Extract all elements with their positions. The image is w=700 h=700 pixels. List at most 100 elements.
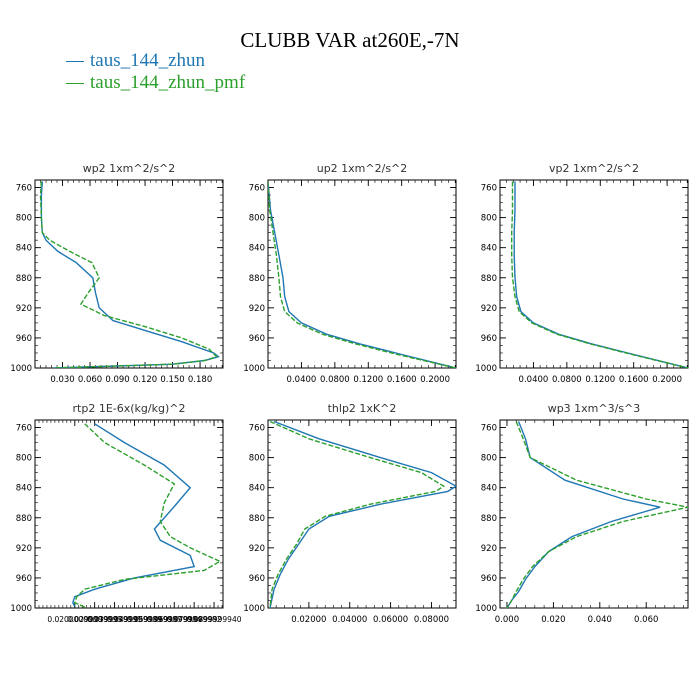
series-line-zhun: [40, 181, 220, 368]
y-tick-label: 1000: [243, 364, 265, 374]
x-tick-label: 0.030: [50, 375, 74, 385]
x-tick-label: 0.0800: [552, 375, 582, 385]
y-tick-label: 800: [16, 454, 32, 464]
y-tick-label: 1000: [475, 364, 497, 374]
y-tick-label: 1000: [10, 364, 32, 374]
plot-frame: [499, 179, 689, 369]
series-line-zhun-pmf: [506, 421, 688, 608]
y-tick-label: 880: [249, 274, 265, 284]
y-tick-label: 880: [16, 514, 32, 524]
x-tick-label: 0.06000: [373, 615, 408, 625]
x-tick-label: 0.0499999989: [107, 615, 162, 624]
y-tick-label: 960: [16, 334, 32, 344]
panel-title: thlp2 1xK^2: [328, 402, 397, 415]
plot-frame: [34, 179, 224, 369]
legend-swatch-zhun-pmf: [66, 82, 84, 84]
series-line-zhun-pmf: [269, 420, 446, 608]
series-line-zhun: [513, 181, 688, 368]
y-tick-label: 960: [481, 334, 497, 344]
y-tick-label: 880: [16, 274, 32, 284]
x-tick-label: 0.0799999982: [167, 615, 222, 624]
y-tick-label: 760: [481, 424, 497, 434]
plot-frame: [267, 179, 457, 369]
legend-label-zhun: taus_144_zhun: [90, 50, 206, 71]
x-tick-label: 0.04000: [332, 615, 367, 625]
y-tick-label: 840: [481, 484, 497, 494]
plot-frame: [267, 419, 457, 609]
y-tick-label: 760: [249, 424, 265, 434]
y-tick-label: 920: [481, 304, 497, 314]
y-tick-label: 1000: [10, 604, 32, 614]
x-tick-label: 0.020: [541, 615, 565, 625]
series-line-zhun-pmf: [73, 423, 222, 608]
y-tick-label: 920: [16, 544, 32, 554]
legend-label-zhun-pmf: taus_144_zhun_pmf: [90, 72, 246, 93]
y-tick-label: 760: [16, 184, 32, 194]
chart-panel-1: wp2 1xm^2/s^2 0.030 0.060 0.090 0.120 0.150 0.…: [10, 162, 224, 385]
y-tick-label: 800: [16, 214, 32, 224]
x-tick-label: 0.2000: [652, 375, 682, 385]
y-tick-label: 760: [16, 424, 32, 434]
legend-item-zhun-pmf: taus_144_zhun_pmf: [66, 72, 245, 94]
y-tick-label: 920: [16, 304, 32, 314]
series-line-zhun: [72, 423, 196, 607]
x-tick-label: 0.02000: [291, 615, 326, 625]
x-tick-label: 0.0399999991: [87, 615, 142, 624]
x-tick-label: 0.0299999993: [67, 615, 122, 624]
y-tick-label: 840: [16, 484, 32, 494]
x-tick-label: 0.060: [634, 615, 658, 625]
y-tick-label: 760: [249, 184, 265, 194]
chart-panel-6: wp3 1xm^3/s^3 0.000 0.020 0.040 0.060 760 800 8…: [475, 402, 689, 625]
x-tick-label: 0.0699999984: [147, 615, 202, 624]
x-tick-label: 0.060: [78, 375, 102, 385]
y-tick-label: 920: [249, 304, 265, 314]
x-tick-label: 0.1200: [585, 375, 615, 385]
x-tick-label: 0.040: [588, 615, 612, 625]
panel-title: up2 1xm^2/s^2: [317, 162, 408, 175]
x-tick-label: 0.180: [188, 375, 212, 385]
series-line-zhun: [269, 420, 456, 608]
y-tick-label: 1000: [243, 604, 265, 614]
y-tick-label: 960: [16, 574, 32, 584]
y-tick-label: 800: [481, 214, 497, 224]
y-tick-label: 840: [16, 244, 32, 254]
panel-title: rtp2 1E-6x(kg/kg)^2: [73, 402, 186, 415]
chart-panel-5: thlp2 1xK^2 0.02000 0.04000 0.06000 0.08000 7…: [243, 402, 457, 625]
y-tick-label: 1000: [475, 604, 497, 614]
legend-swatch-zhun: [66, 60, 84, 62]
x-tick-label: 0.120: [133, 375, 157, 385]
series-line-zhun-pmf: [39, 181, 218, 368]
x-tick-label: 0.1600: [387, 375, 417, 385]
y-tick-label: 960: [481, 574, 497, 584]
y-tick-label: 800: [481, 454, 497, 464]
series-line-zhun: [268, 181, 456, 368]
y-tick-label: 760: [481, 184, 497, 194]
x-tick-label: 0.150: [160, 375, 184, 385]
legend-item-zhun: taus_144_zhun: [66, 50, 205, 72]
x-tick-label: 0.0200000000: [47, 615, 102, 624]
y-tick-label: 880: [481, 274, 497, 284]
x-tick-label: 0.0400: [287, 375, 317, 385]
y-tick-label: 800: [249, 454, 265, 464]
chart-panel-4: rtp2 1E-6x(kg/kg)^2 0.02000000000.0299999…: [10, 402, 241, 624]
series-line-zhun: [506, 421, 661, 608]
y-tick-label: 840: [481, 244, 497, 254]
figure-title: CLUBB VAR at260E,-7N: [240, 28, 460, 52]
y-tick-label: 880: [481, 514, 497, 524]
x-tick-label: 0.090: [105, 375, 129, 385]
series-line-zhun-pmf: [511, 181, 688, 368]
y-tick-label: 960: [249, 574, 265, 584]
x-tick-label: 0.0400: [519, 375, 549, 385]
x-tick-label: 0.0800: [320, 375, 350, 385]
panel-title: wp3 1xm^3/s^3: [548, 402, 641, 415]
plot-frame: [499, 419, 689, 609]
panel-title: wp2 1xm^2/s^2: [83, 162, 176, 175]
y-tick-label: 800: [249, 214, 265, 224]
x-tick-label: 0.000: [495, 615, 519, 625]
y-tick-label: 880: [249, 514, 265, 524]
series-line-zhun-pmf: [268, 181, 456, 368]
y-tick-label: 920: [481, 544, 497, 554]
y-tick-label: 840: [249, 484, 265, 494]
plot-frame: [34, 419, 224, 609]
